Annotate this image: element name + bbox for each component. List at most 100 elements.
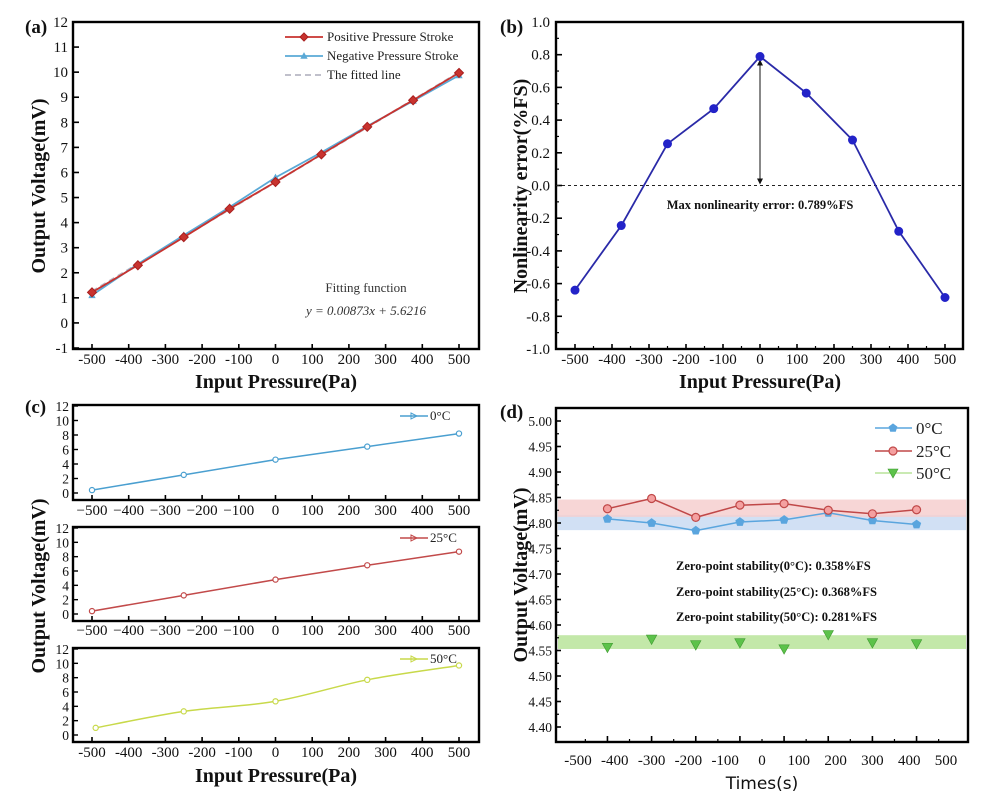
data-point [663, 139, 672, 149]
x-tick-label: 500 [934, 352, 957, 368]
x-tick-label: -400 [601, 753, 629, 769]
legend-entry: Positive Pressure Stroke [327, 29, 454, 44]
x-tick-label: -300 [152, 745, 180, 761]
data-point [735, 500, 745, 510]
legend-marker [887, 468, 899, 479]
y-tick-label: 6 [62, 685, 69, 700]
data-point [779, 499, 789, 509]
legend-marker [410, 534, 419, 542]
data-point [894, 226, 904, 236]
y-axis-label: Output Voltage(mV) [510, 487, 532, 662]
y-tick-label: 4.60 [528, 618, 552, 633]
fitting-function-title: Fitting function [325, 280, 407, 295]
y-tick-label: 4.50 [528, 669, 552, 684]
x-tick-label: 100 [788, 753, 811, 769]
fitting-function-equation: y = 0.00873x + 5.6216 [304, 303, 427, 318]
x-tick-label: -200 [188, 745, 216, 761]
legend-marker [888, 423, 898, 432]
x-tick-label: 200 [824, 753, 847, 769]
data-point [180, 471, 187, 479]
x-axis-label: Times(s) [725, 774, 799, 794]
x-tick-label: 400 [411, 352, 434, 368]
x-tick-label: 200 [338, 503, 361, 519]
x-tick-label: −400 [113, 623, 144, 639]
x-tick-label: -500 [78, 352, 106, 368]
y-tick-label: 4.75 [528, 542, 552, 557]
data-point [911, 505, 922, 515]
x-tick-label: 500 [448, 352, 471, 368]
data-point [691, 512, 701, 522]
y-tick-label: 8 [62, 671, 69, 686]
x-axis-label: Input Pressure(Pa) [195, 371, 357, 393]
panel-d: (d) 4.40 4.45 4.50 4.55 4.60 4.65 4.70 4.75 4.80 4… [500, 402, 970, 794]
y-tick-label: 0 [61, 316, 69, 332]
stability-band [558, 514, 966, 531]
legend: 0°C 25°C 50°C [875, 419, 951, 483]
data-point [86, 287, 98, 298]
y-tick-label: -1 [56, 341, 69, 357]
data-point [364, 562, 371, 569]
panel-label: (c) [25, 397, 46, 418]
y-tick-label: 0.4 [531, 113, 550, 129]
data-point [912, 519, 922, 529]
y-tick-label: 7 [61, 140, 69, 156]
x-tick-label: 400 [411, 623, 434, 639]
data-point [691, 525, 701, 535]
x-tick-label: -100 [709, 352, 737, 368]
x-tick-label: 300 [374, 745, 397, 761]
data-point [570, 285, 580, 295]
x-tick-label: 100 [301, 503, 324, 519]
x-axis-label: Input Pressure(Pa) [195, 765, 357, 787]
y-tick-label: 6 [62, 564, 69, 579]
data-point [779, 515, 789, 524]
data-point [453, 67, 465, 79]
x-tick-label: 200 [338, 623, 361, 639]
x-tick-label: 0 [272, 623, 280, 639]
data-point [647, 518, 657, 527]
y-tick-label: 0 [62, 486, 69, 501]
data-point [867, 509, 878, 519]
plot-frame [554, 406, 970, 744]
data-point [690, 640, 702, 651]
x-tick-label: 400 [897, 352, 920, 368]
x-tick-label: 200 [338, 352, 361, 368]
x-tick-label: 300 [374, 503, 397, 519]
panel-b: (b) -1.0 -0.8 -0.6 -0.4 -0.2 0.0 0.2 0.4 0.6 0.8 1.… [500, 15, 965, 393]
x-tick-label: 500 [935, 753, 958, 769]
data-point [92, 724, 99, 732]
y-tick-label: 3 [61, 241, 69, 257]
data-point [867, 515, 877, 525]
data-point [822, 630, 834, 641]
y-tick-label: 4 [62, 699, 69, 714]
data-point [270, 176, 281, 188]
data-point [848, 135, 857, 145]
data-point [601, 642, 614, 654]
y-tick-label: 0.8 [531, 48, 550, 64]
y-tick-label: 1 [61, 291, 69, 307]
y-tick-label: 10 [56, 656, 70, 671]
y-tick-label: -1.0 [526, 342, 550, 358]
data-point [801, 88, 811, 98]
y-tick-label: 2 [62, 714, 69, 729]
data-point [646, 493, 657, 504]
legend-marker [299, 32, 309, 42]
y-tick-label: 12 [53, 15, 68, 31]
data-point [88, 607, 96, 615]
x-tick-label: 400 [411, 503, 434, 519]
x-tick-label: 100 [786, 352, 809, 368]
x-tick-label: -100 [225, 352, 253, 368]
panel-label: (b) [500, 17, 523, 38]
x-tick-label: 0 [758, 753, 766, 769]
data-point [316, 149, 327, 160]
x-tick-label: -500 [564, 753, 592, 769]
legend-marker [410, 412, 419, 420]
y-tick-label: 5.00 [528, 414, 552, 429]
arrow-head-down [757, 178, 763, 185]
data-point [272, 698, 279, 705]
y-tick-label: 12 [56, 521, 70, 536]
y-tick-label: -0.2 [526, 211, 550, 227]
x-tick-label: 500 [448, 623, 471, 639]
y-tick-label: 4.45 [528, 695, 552, 710]
